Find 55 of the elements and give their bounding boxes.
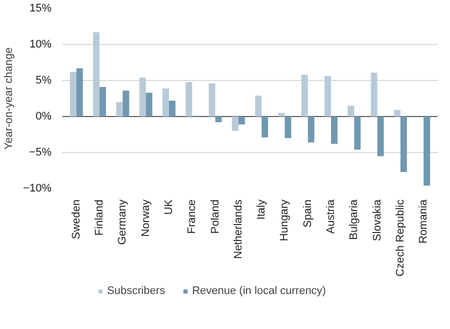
bar <box>284 116 292 138</box>
y-tick-label: 5% <box>36 74 52 86</box>
x-tick-label: Italy <box>256 199 268 220</box>
bar <box>76 68 83 116</box>
bar <box>168 100 176 116</box>
bar <box>255 96 262 116</box>
bar <box>186 82 192 116</box>
bar <box>122 90 130 116</box>
bar <box>301 74 308 116</box>
x-tick-label: Netherlands <box>232 199 244 259</box>
y-tick-label: 10% <box>29 38 52 50</box>
x-tick-label: Norway <box>140 199 152 237</box>
x-tick-label: Poland <box>209 199 222 234</box>
bar <box>424 116 430 186</box>
bar <box>146 92 152 116</box>
x-tick-label: Sweden <box>70 199 82 240</box>
bar <box>331 116 338 144</box>
x-tick-label: Slovakia <box>371 198 384 242</box>
bar <box>162 88 169 116</box>
bar <box>215 116 222 122</box>
x-tick-label: Germany <box>116 199 129 245</box>
bar <box>377 116 384 156</box>
bar <box>116 102 123 116</box>
y-tick-label: −5% <box>29 146 52 158</box>
x-tick-label: Spain <box>302 199 314 228</box>
legend-label: Revenue (in local currency) <box>192 285 326 297</box>
bar <box>278 112 285 116</box>
bar <box>354 116 361 150</box>
x-tick-label: UK <box>162 198 175 215</box>
bar <box>308 116 314 142</box>
bar <box>370 72 378 116</box>
bar <box>348 106 354 116</box>
y-tick-label: 0% <box>36 110 52 122</box>
x-tick-label: Bulgaria <box>348 198 360 240</box>
bar <box>70 72 76 116</box>
y-tick-label: 15% <box>29 2 52 14</box>
bar <box>208 83 216 116</box>
bar <box>394 110 400 116</box>
y-axis-title: Year-on-year change <box>3 47 16 150</box>
x-tick-label: Finland <box>94 200 106 236</box>
x-tick-label: Romania <box>418 198 430 244</box>
x-tick-label: France <box>186 199 198 234</box>
bar <box>238 116 245 124</box>
bar <box>262 116 268 138</box>
x-tick-label: Austria <box>325 198 338 234</box>
x-tick-label: Czech Republic <box>394 199 406 277</box>
bar <box>232 116 238 131</box>
bar <box>400 116 407 172</box>
legend-label: Subscribers <box>107 285 166 297</box>
bar <box>139 78 146 116</box>
bar <box>324 76 332 116</box>
y-tick-label: −10% <box>23 182 52 194</box>
bar <box>93 32 100 116</box>
x-tick-label: Hungary <box>278 199 291 242</box>
bar <box>100 86 106 116</box>
